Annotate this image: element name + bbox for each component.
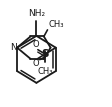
Text: O: O	[33, 39, 39, 48]
Text: NH₂: NH₂	[28, 9, 45, 18]
Text: CH₃: CH₃	[48, 20, 63, 29]
Text: S: S	[41, 49, 48, 59]
Text: O: O	[33, 59, 39, 68]
Text: N: N	[10, 43, 16, 52]
Text: CH₃: CH₃	[37, 67, 52, 76]
